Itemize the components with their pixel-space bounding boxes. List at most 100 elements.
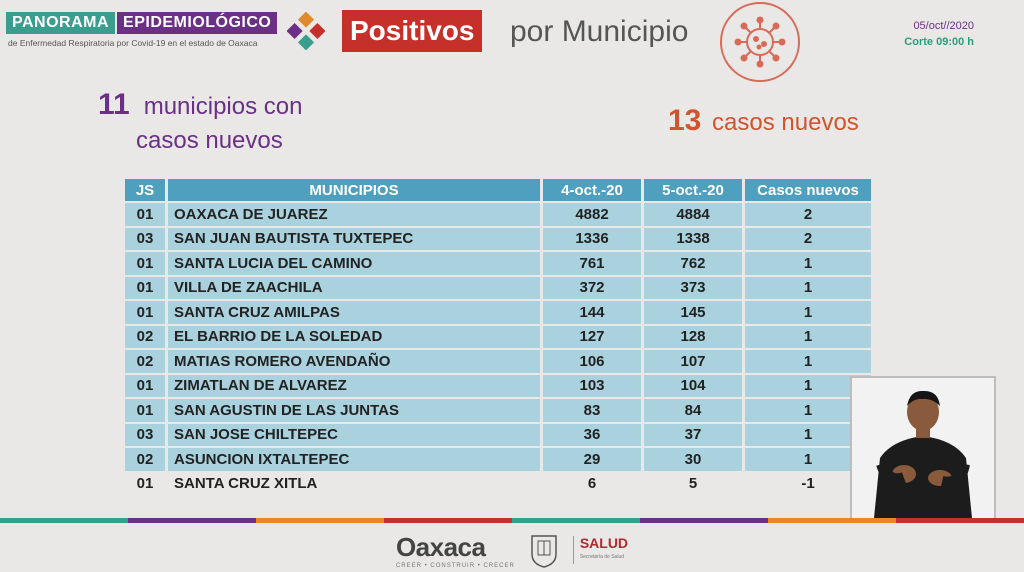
municipios-table: JS MUNICIPIOS 4-oct.-20 5-oct.-20 Casos … — [122, 177, 874, 497]
col-header-day1: 4-oct.-20 — [543, 179, 641, 201]
casos-label: casos nuevos — [712, 109, 859, 136]
cell-js: 01 — [125, 276, 165, 299]
table-row: 02 ASUNCION IXTALTEPEC 29 30 1 — [125, 448, 871, 471]
cell-day1: 372 — [543, 276, 641, 299]
panorama-logo-icon — [287, 12, 325, 50]
virus-icon — [720, 2, 800, 82]
footer-color-bar — [0, 518, 1024, 523]
table-row: 01 SANTA CRUZ AMILPAS 144 145 1 — [125, 301, 871, 324]
cell-day2: 1338 — [644, 227, 742, 250]
cell-day1: 83 — [543, 399, 641, 422]
brand-panorama: PANORAMA — [6, 12, 116, 34]
cell-new: 1 — [745, 399, 871, 422]
municipios-stat: 11 municipios con casos nuevos — [98, 88, 302, 158]
oaxaca-logo-text: Oaxaca — [395, 531, 486, 562]
interpreter-figure-icon — [852, 378, 994, 518]
table-row: 01 SANTA CRUZ XITLA 6 5 -1 — [125, 473, 871, 496]
salud-logo: SALUD Secretaría de Salud — [572, 535, 629, 564]
cell-new: 1 — [745, 301, 871, 324]
cell-new: 2 — [745, 227, 871, 250]
cell-day2: 30 — [644, 448, 742, 471]
cell-municipio: VILLA DE ZAACHILA — [168, 276, 540, 299]
cell-js: 01 — [136, 475, 154, 493]
cell-js: 02 — [125, 325, 165, 348]
cell-js: 02 — [125, 350, 165, 373]
cell-municipio: ZIMATLAN DE ALVAREZ — [168, 374, 540, 397]
oaxaca-logo: Oaxaca CREER • CONSTRUIR • CRECER — [396, 532, 515, 569]
col-header-municipios: MUNICIPIOS — [168, 179, 540, 201]
cell-js: 02 — [125, 448, 165, 471]
cell-js: 01 — [125, 374, 165, 397]
cell-js: 01 — [125, 399, 165, 422]
cell-day2: 128 — [644, 325, 742, 348]
cell-municipio: SANTA CRUZ AMILPAS — [168, 301, 540, 324]
table-row: 01 SAN AGUSTIN DE LAS JUNTAS 83 84 1 — [125, 399, 871, 422]
cell-new: -1 — [801, 475, 815, 493]
cell-day2: 4884 — [644, 203, 742, 226]
table-header-row: JS MUNICIPIOS 4-oct.-20 5-oct.-20 Casos … — [125, 179, 871, 201]
oaxaca-tagline: CREER • CONSTRUIR • CRECER — [395, 562, 515, 569]
cell-day2: 37 — [644, 423, 742, 446]
cell-new: 1 — [745, 374, 871, 397]
cell-day2: 373 — [644, 276, 742, 299]
cell-new: 2 — [745, 203, 871, 226]
cell-day1: 106 — [543, 350, 641, 373]
cell-new: 1 — [745, 252, 871, 275]
brand-subtitle: de Enfermedad Respiratoria por Covid-19 … — [8, 38, 258, 48]
cell-municipio: SAN JOSE CHILTEPEC — [168, 423, 540, 446]
cell-new: 1 — [745, 276, 871, 299]
municipios-label-line2: casos nuevos — [136, 127, 283, 154]
cell-js: 01 — [125, 301, 165, 324]
report-date: 05/oct//2020 — [913, 20, 974, 32]
table-row: 03 SAN JOSE CHILTEPEC 36 37 1 — [125, 423, 871, 446]
municipios-count: 11 — [98, 88, 130, 121]
cell-day2: 104 — [644, 374, 742, 397]
col-header-new: Casos nuevos — [745, 179, 871, 201]
casos-stat: 13 casos nuevos — [668, 104, 859, 138]
salud-logo-text: SALUD — [579, 535, 629, 551]
cell-day1: 29 — [543, 448, 641, 471]
cell-day1: 4882 — [543, 203, 641, 226]
cell-day1: 761 — [543, 252, 641, 275]
cell-day1: 103 — [543, 374, 641, 397]
cell-day2: 145 — [644, 301, 742, 324]
brand-banner: PANORAMA EPIDEMIOLÓGICO — [6, 12, 278, 34]
cell-new: 1 — [745, 423, 871, 446]
cell-municipio: SAN AGUSTIN DE LAS JUNTAS — [168, 399, 540, 422]
cell-new: 1 — [745, 448, 871, 471]
cell-day1: 36 — [543, 423, 641, 446]
cell-js: 03 — [125, 227, 165, 250]
cell-municipio: EL BARRIO DE LA SOLEDAD — [168, 325, 540, 348]
table-row: 02 MATIAS ROMERO AVENDAÑO 106 107 1 — [125, 350, 871, 373]
cell-municipio: SANTA CRUZ XITLA — [174, 475, 318, 493]
table-row: 01 OAXACA DE JUAREZ 4882 4884 2 — [125, 203, 871, 226]
table-row: 01 ZIMATLAN DE ALVAREZ 103 104 1 — [125, 374, 871, 397]
table-row: 01 VILLA DE ZAACHILA 372 373 1 — [125, 276, 871, 299]
cell-municipio: SAN JUAN BAUTISTA TUXTEPEC — [168, 227, 540, 250]
cell-new: 1 — [745, 350, 871, 373]
table-row: 01 SANTA LUCIA DEL CAMINO 761 762 1 — [125, 252, 871, 275]
cell-js: 01 — [125, 252, 165, 275]
cell-day2: 107 — [644, 350, 742, 373]
municipios-label-line1: municipios con — [143, 93, 303, 120]
cell-day1: 6 — [587, 475, 597, 493]
footer-logos: Oaxaca CREER • CONSTRUIR • CRECER SALUD … — [0, 528, 1024, 572]
col-header-day2: 5-oct.-20 — [644, 179, 742, 201]
cell-municipio: SANTA LUCIA DEL CAMINO — [168, 252, 540, 275]
table-row: 02 EL BARRIO DE LA SOLEDAD 127 128 1 — [125, 325, 871, 348]
cell-day2: 762 — [644, 252, 742, 275]
report-cutoff: Corte 09:00 h — [904, 36, 974, 48]
state-seal-icon — [531, 535, 557, 568]
brand-epidemiologico: EPIDEMIOLÓGICO — [117, 12, 278, 34]
cell-js: 03 — [125, 423, 165, 446]
cell-new: 1 — [745, 325, 871, 348]
cell-day1: 144 — [543, 301, 641, 324]
cell-day2: 84 — [644, 399, 742, 422]
cell-js: 01 — [125, 203, 165, 226]
cell-municipio: ASUNCION IXTALTEPEC — [168, 448, 540, 471]
title-positivos: Positivos — [342, 10, 483, 52]
title-por-municipio: por Municipio — [510, 15, 689, 48]
cell-day2: 5 — [688, 475, 698, 493]
cell-day1: 1336 — [543, 227, 641, 250]
date-box: 05/oct//2020 Corte 09:00 h — [904, 18, 974, 50]
